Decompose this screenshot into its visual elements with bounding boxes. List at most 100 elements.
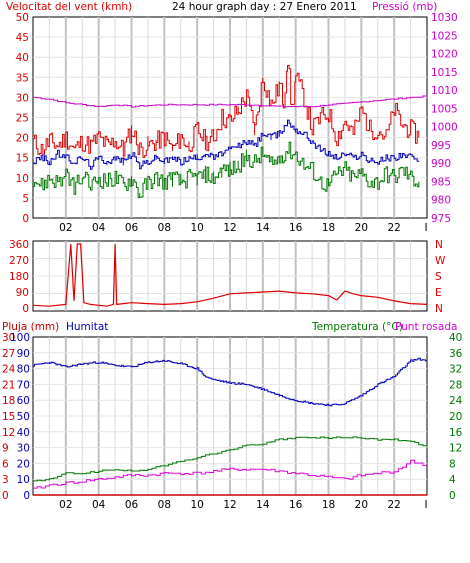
pressure-tick-label: 1030 — [431, 12, 458, 24]
rain-tick-label: 24 — [2, 364, 16, 376]
x-tick-label: 08 — [158, 222, 171, 234]
direction-tick-label: 90 — [16, 287, 29, 299]
x-tick-label: 22 — [387, 499, 400, 511]
x-tick-label: 10 — [190, 499, 203, 511]
x-tick-label: 14 — [256, 222, 270, 234]
direction-tick-label: 0 — [22, 303, 29, 315]
wind-tick-label: 30 — [16, 92, 29, 104]
wind-tick-label: 10 — [16, 173, 29, 185]
temperature-tick-label: 4 — [449, 474, 456, 486]
pressure-tick-label: 985 — [431, 176, 451, 188]
humidity-tick-label: 40 — [17, 427, 30, 439]
temperature-tick-label: 24 — [449, 395, 463, 407]
temperature-tick-label: 32 — [449, 364, 462, 376]
x-tick-label: 04 — [92, 499, 106, 511]
x-axis-labels-bottom: 02 04 06 08 10 12 14 16 18 20 22 I — [59, 499, 427, 511]
wind-tick-label: 15 — [16, 153, 29, 165]
rain-tick-label: 12 — [2, 427, 15, 439]
pressure-tick-label: 990 — [431, 158, 451, 170]
temperature-tick-label: 36 — [449, 348, 463, 360]
pressure-series-line — [33, 95, 428, 108]
x-tick-label: 18 — [322, 222, 335, 234]
wind-pressure-panel: 0510152025303540455097598098599099510001… — [6, 1, 458, 225]
rain-tick-label: 21 — [2, 379, 15, 391]
humidity-tick-label: 60 — [17, 395, 30, 407]
humidity-tick-label: 90 — [17, 348, 30, 360]
humidity-tick-label: 10 — [17, 474, 30, 486]
x-tick-label: 02 — [59, 222, 72, 234]
pressure-axis-label: Pressió (mb) — [372, 1, 437, 13]
temperature-tick-label: 40 — [449, 332, 462, 344]
temperature-tick-label: 8 — [449, 458, 456, 470]
temperature-series-line — [33, 436, 428, 482]
compass-label: W — [435, 255, 446, 267]
x-tick-label: 14 — [256, 499, 270, 511]
direction-tick-label: 180 — [9, 271, 29, 283]
rain-tick-label: 9 — [2, 443, 9, 455]
x-tick-label: 12 — [223, 499, 236, 511]
x-tick-label: 02 — [59, 499, 72, 511]
temperature-tick-label: 28 — [449, 379, 462, 391]
wind-axis-label: Velocitat del vent (kmh) — [6, 1, 132, 13]
wind-tick-label: 50 — [16, 12, 29, 24]
wind-tick-label: 0 — [22, 213, 29, 225]
wind-pressure-axes: 0510152025303540455097598098599099510001… — [16, 12, 458, 225]
temperature-tick-label: 16 — [449, 427, 463, 439]
dewpoint-axis-label: Punt rosada — [395, 321, 457, 333]
pressure-tick-label: 1000 — [431, 122, 458, 134]
temperature-tick-label: 0 — [449, 490, 456, 502]
direction-tick-label: 270 — [9, 255, 29, 267]
pressure-tick-label: 1020 — [431, 49, 458, 61]
dewpoint-series-line — [33, 459, 428, 489]
pressure-tick-label: 1025 — [431, 30, 458, 42]
wind-pressure-series — [33, 65, 428, 198]
x-tick-label: 18 — [322, 499, 335, 511]
temperature-axis-label: Temperatura (°C) — [311, 321, 403, 333]
humidity-tick-label: 30 — [17, 443, 30, 455]
wind-direction-series-line — [32, 243, 428, 307]
rain-tick-label: 30 — [2, 332, 15, 344]
wind-direction-series — [32, 243, 428, 307]
compass-label: S — [435, 271, 442, 283]
humidity-tick-label: 50 — [17, 411, 30, 423]
pressure-tick-label: 1010 — [431, 85, 458, 97]
wind-tick-label: 35 — [16, 72, 29, 84]
x-tick-label: I — [424, 222, 427, 234]
mean-series-line — [33, 141, 420, 198]
humidity-temperature-axes: 0369121518212427300102030405060708090100… — [2, 332, 463, 502]
wind-tick-label: 40 — [16, 52, 29, 64]
humidity-tick-label: 70 — [17, 379, 30, 391]
rain-tick-label: 0 — [2, 490, 9, 502]
x-tick-label: 06 — [125, 222, 139, 234]
rain-tick-label: 6 — [2, 458, 9, 470]
temperature-tick-label: 12 — [449, 443, 462, 455]
humidity-tick-label: 0 — [23, 490, 30, 502]
humidity-series-line — [33, 357, 428, 407]
rain-tick-label: 27 — [2, 348, 15, 360]
gust-series-line — [33, 65, 420, 158]
wind-tick-label: 45 — [16, 32, 29, 44]
rain-axis-label: Pluja (mm) — [2, 321, 59, 333]
x-tick-label: 04 — [92, 222, 106, 234]
pressure-tick-label: 980 — [431, 195, 451, 207]
wind-tick-label: 25 — [16, 113, 29, 125]
compass-label: N — [435, 303, 443, 315]
humidity-tick-label: 20 — [17, 458, 30, 470]
x-tick-label: I — [424, 499, 427, 511]
wind-tick-label: 5 — [22, 193, 29, 205]
x-tick-label: 22 — [387, 222, 400, 234]
humidity-axis-label: Humitat — [66, 321, 108, 333]
x-tick-label: 06 — [125, 499, 139, 511]
pressure-tick-label: 1005 — [431, 103, 458, 115]
x-tick-label: 16 — [289, 222, 303, 234]
rain-tick-label: 3 — [2, 474, 9, 486]
temperature-tick-label: 20 — [449, 411, 462, 423]
rain-tick-label: 15 — [2, 411, 15, 423]
pressure-tick-label: 975 — [431, 213, 451, 225]
humidity-tick-label: 100 — [10, 332, 30, 344]
x-tick-label: 20 — [355, 499, 368, 511]
x-tick-label: 08 — [158, 499, 171, 511]
